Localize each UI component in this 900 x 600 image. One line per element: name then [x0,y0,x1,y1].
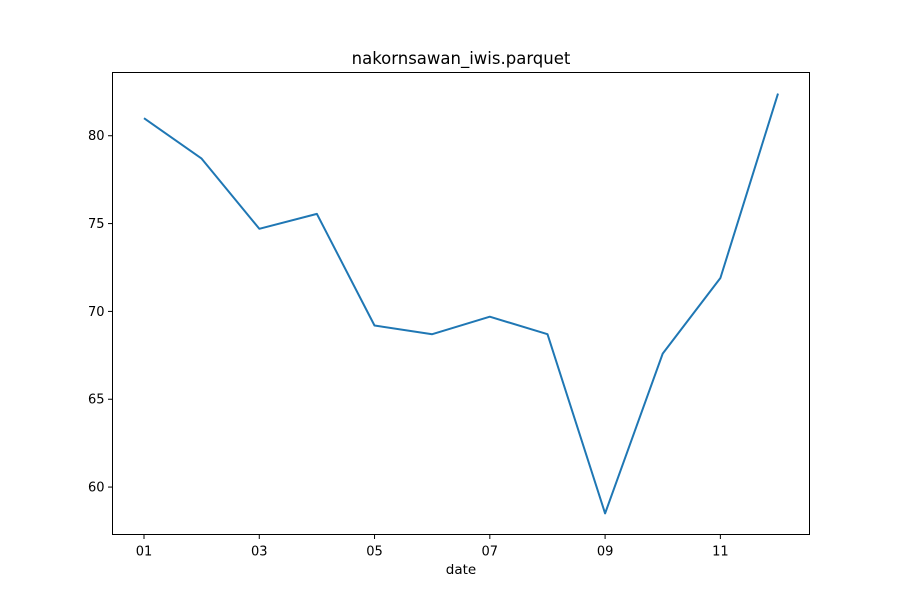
x-tick-label: 07 [482,545,499,560]
chart-title: nakornsawan_iwis.parquet [352,49,571,69]
x-tick-label: 05 [366,545,383,560]
x-axis-label: date [446,562,476,578]
x-tick-label: 03 [251,545,268,560]
plot-frame [112,72,810,535]
y-tick-label: 70 [88,305,105,320]
x-tick-label: 11 [712,545,729,560]
axis-ticks: 60 65 70 75 80 01 03 05 07 09 11 [88,129,729,559]
y-tick-label: 60 [88,481,105,496]
x-tick-label: 01 [136,545,153,560]
series-line [143,93,779,515]
y-tick-label: 80 [88,129,105,144]
y-tick-label: 75 [88,217,105,232]
x-tick-label: 09 [597,545,614,560]
y-tick-label: 65 [88,393,105,408]
